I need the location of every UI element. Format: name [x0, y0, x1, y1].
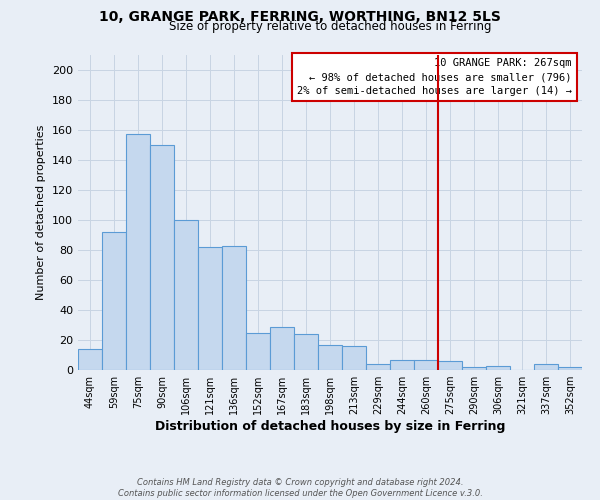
Bar	[318, 344, 342, 370]
X-axis label: Distribution of detached houses by size in Ferring: Distribution of detached houses by size …	[155, 420, 505, 433]
Title: Size of property relative to detached houses in Ferring: Size of property relative to detached ho…	[169, 20, 491, 33]
Bar	[462, 367, 486, 370]
Bar	[270, 326, 294, 370]
Bar	[558, 367, 582, 370]
Bar	[126, 134, 150, 370]
Bar	[174, 220, 198, 370]
Bar	[366, 364, 390, 370]
Bar	[102, 232, 126, 370]
Bar	[438, 361, 462, 370]
Y-axis label: Number of detached properties: Number of detached properties	[37, 125, 46, 300]
Bar	[534, 364, 558, 370]
Bar	[222, 246, 246, 370]
Bar	[150, 145, 174, 370]
Bar	[390, 360, 414, 370]
Bar	[342, 346, 366, 370]
Bar	[198, 247, 222, 370]
Bar	[414, 360, 438, 370]
Bar	[486, 366, 510, 370]
Text: 10, GRANGE PARK, FERRING, WORTHING, BN12 5LS: 10, GRANGE PARK, FERRING, WORTHING, BN12…	[99, 10, 501, 24]
Bar	[246, 332, 270, 370]
Bar	[78, 349, 102, 370]
Bar	[294, 334, 318, 370]
Text: 10 GRANGE PARK: 267sqm
← 98% of detached houses are smaller (796)
2% of semi-det: 10 GRANGE PARK: 267sqm ← 98% of detached…	[297, 58, 572, 96]
Text: Contains HM Land Registry data © Crown copyright and database right 2024.
Contai: Contains HM Land Registry data © Crown c…	[118, 478, 482, 498]
